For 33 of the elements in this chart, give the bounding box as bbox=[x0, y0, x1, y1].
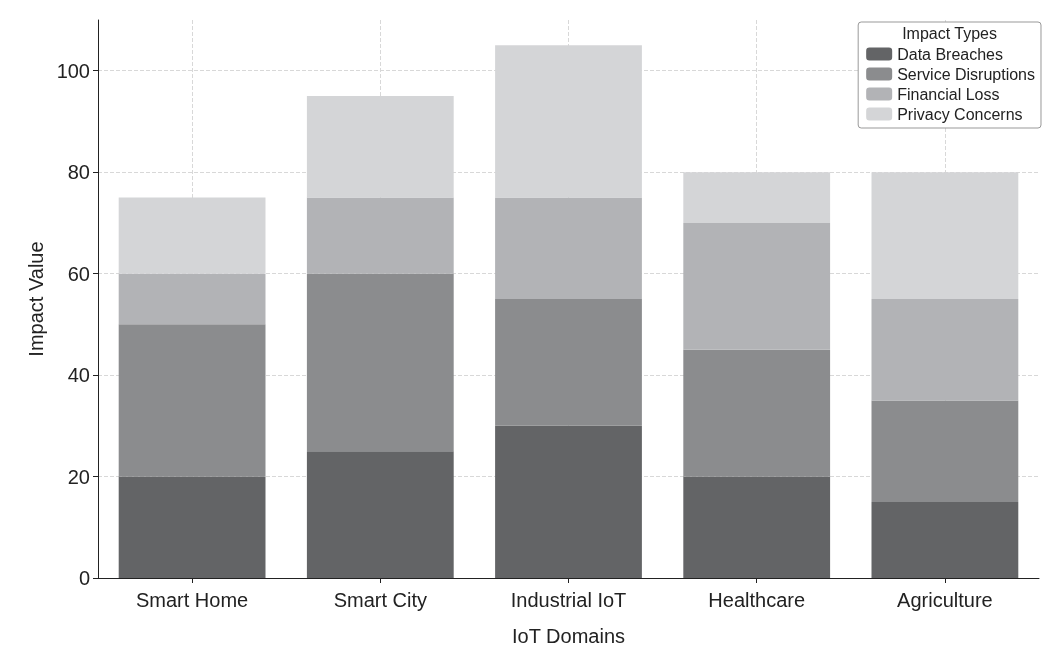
bar bbox=[495, 425, 642, 578]
x-tick-label: Agriculture bbox=[897, 589, 993, 611]
x-tick-label: Healthcare bbox=[708, 589, 806, 611]
y-tick-label: 40 bbox=[67, 364, 90, 387]
legend-label: Service Disruptions bbox=[897, 65, 1035, 83]
bar bbox=[306, 451, 454, 578]
bar bbox=[683, 222, 831, 350]
bar bbox=[871, 299, 1019, 401]
legend-label: Privacy Concerns bbox=[897, 105, 1023, 123]
legend-label: Financial Loss bbox=[897, 85, 1000, 103]
bar bbox=[495, 197, 642, 299]
legend-label: Data Breaches bbox=[897, 45, 1004, 63]
bar bbox=[306, 197, 454, 274]
legend-title: Impact Types bbox=[902, 25, 998, 42]
y-tick-label: 60 bbox=[67, 262, 90, 285]
bar bbox=[871, 400, 1019, 502]
y-tick-label: 80 bbox=[67, 161, 90, 184]
x-tick-label: Industrial IoT bbox=[510, 589, 627, 611]
bar bbox=[118, 476, 266, 578]
bar bbox=[683, 476, 831, 578]
bar bbox=[495, 299, 642, 426]
bar bbox=[118, 324, 266, 477]
x-tick-label: Smart Home bbox=[135, 589, 249, 611]
bar bbox=[683, 349, 831, 477]
y-axis-title: Impact Value bbox=[24, 241, 47, 357]
y-tick-label: 100 bbox=[56, 59, 90, 82]
bar bbox=[871, 501, 1019, 578]
bar bbox=[118, 273, 266, 325]
bar bbox=[306, 273, 454, 452]
y-tick-label: 0 bbox=[78, 567, 90, 589]
x-tick-label: Smart City bbox=[333, 589, 427, 611]
y-tick-label: 20 bbox=[67, 465, 90, 488]
x-axis-title: IoT Domains bbox=[511, 625, 626, 647]
